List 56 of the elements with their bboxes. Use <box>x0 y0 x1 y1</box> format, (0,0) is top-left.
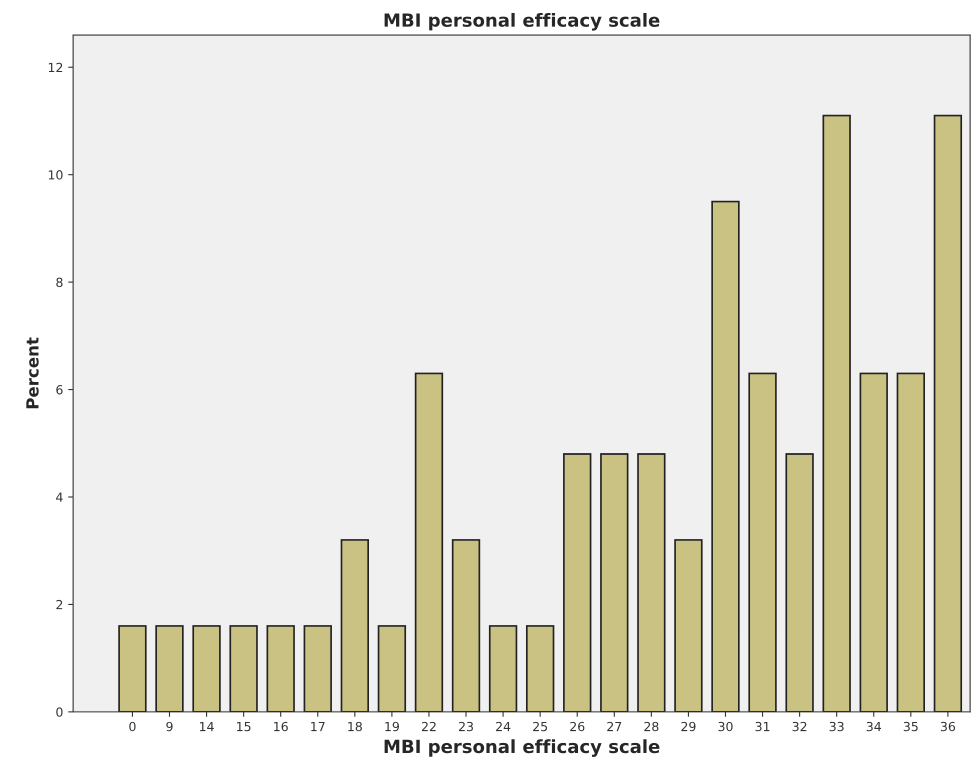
x-tick-label: 32 <box>792 722 806 732</box>
bar <box>600 453 628 712</box>
x-tick-label: 31 <box>756 722 770 732</box>
bar <box>896 372 925 712</box>
y-tick-label: 6 <box>56 385 63 394</box>
x-tick-label: 0 <box>129 722 136 732</box>
x-tick-label: 33 <box>830 722 844 732</box>
bar <box>304 625 332 712</box>
bar <box>488 625 518 712</box>
x-tick-label: 29 <box>681 722 696 732</box>
x-axis-title: MBI personal efficacy scale <box>384 739 660 757</box>
bar <box>155 625 184 712</box>
chart-title: MBI personal efficacy scale <box>384 12 660 31</box>
x-tick-label: 18 <box>348 722 362 732</box>
bar <box>192 625 221 712</box>
bar <box>637 453 666 712</box>
x-tick-label: 27 <box>607 722 622 732</box>
bar <box>526 625 554 712</box>
x-tick-label: 15 <box>237 722 250 732</box>
bar <box>711 200 740 712</box>
x-tick-label: 30 <box>718 722 733 732</box>
x-tick-label: 9 <box>166 722 173 732</box>
bar <box>934 114 962 712</box>
x-tick-label: 24 <box>496 722 510 732</box>
x-tick-label: 26 <box>570 722 584 732</box>
bar <box>563 453 592 712</box>
bar <box>748 372 777 712</box>
bar <box>860 372 888 712</box>
x-tick-label: 36 <box>940 722 956 732</box>
x-tick-label: 34 <box>866 722 882 732</box>
x-tick-label: 14 <box>200 722 214 732</box>
y-tick-label: 12 <box>48 62 62 72</box>
x-tick-label: 28 <box>644 722 658 732</box>
y-tick-label: 0 <box>56 707 63 717</box>
bar <box>674 539 703 712</box>
y-tick-label: 2 <box>56 600 62 610</box>
y-tick-label: 8 <box>56 278 63 288</box>
bar <box>118 625 147 712</box>
bar <box>378 625 406 712</box>
bar <box>266 625 295 712</box>
x-tick-label: 22 <box>422 722 436 732</box>
bar <box>452 539 480 712</box>
x-tick-label: 25 <box>533 722 548 732</box>
x-tick-label: 16 <box>274 722 288 732</box>
x-tick-label: 19 <box>385 722 399 732</box>
x-tick-label: 35 <box>904 722 918 732</box>
y-tick-label: 10 <box>48 170 63 180</box>
y-tick-label: 4 <box>56 492 63 502</box>
y-axis-title: Percent <box>26 337 39 408</box>
bar <box>785 453 814 712</box>
x-tick-label: 23 <box>458 722 473 732</box>
bar <box>340 539 370 712</box>
bar <box>822 114 851 712</box>
bar <box>414 372 444 712</box>
x-tick-label: 17 <box>311 722 325 732</box>
bar <box>229 625 258 712</box>
